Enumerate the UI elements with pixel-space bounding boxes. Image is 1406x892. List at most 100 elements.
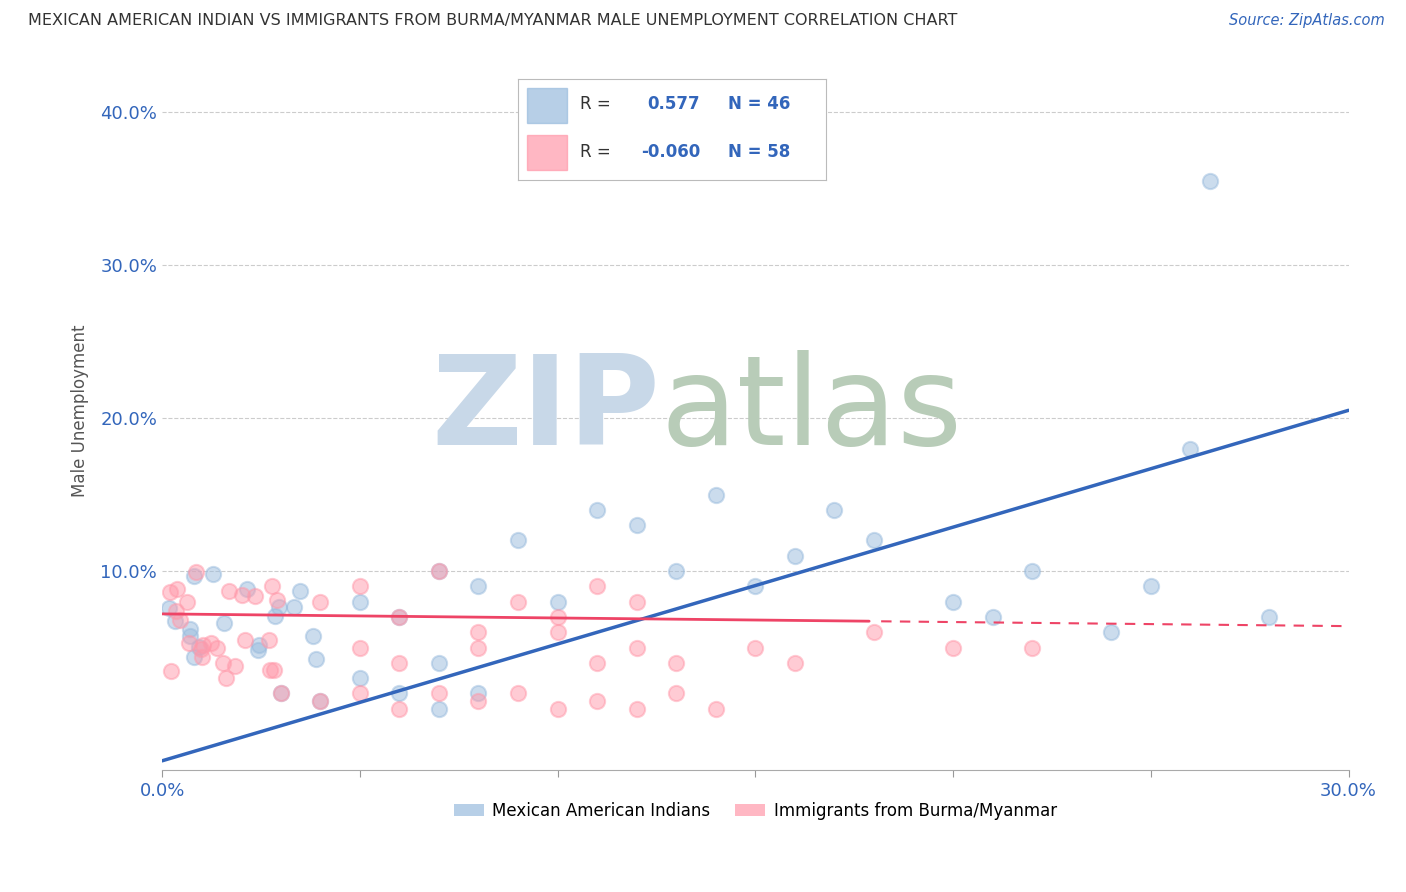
- Point: [169, 613, 191, 627]
- Point: [626, 594, 648, 608]
- Point: [205, 641, 228, 656]
- Point: [212, 616, 235, 631]
- Point: [184, 566, 207, 580]
- Point: [388, 610, 411, 624]
- Legend: Mexican American Indians, Immigrants from Burma/Myanmar: Mexican American Indians, Immigrants fro…: [447, 795, 1063, 826]
- Point: [704, 487, 727, 501]
- Point: [264, 608, 287, 623]
- Text: ZIP: ZIP: [432, 350, 661, 471]
- Text: atlas: atlas: [661, 350, 963, 471]
- Point: [388, 702, 411, 716]
- Point: [506, 533, 529, 548]
- Point: [863, 533, 886, 548]
- Point: [823, 503, 845, 517]
- Point: [665, 564, 688, 578]
- Point: [665, 656, 688, 670]
- Point: [257, 632, 280, 647]
- Point: [215, 671, 238, 685]
- Point: [626, 640, 648, 655]
- Point: [187, 640, 209, 655]
- Point: [233, 632, 256, 647]
- Point: [247, 638, 270, 652]
- Point: [165, 604, 187, 618]
- Point: [704, 702, 727, 716]
- Point: [388, 656, 411, 670]
- Point: [243, 589, 266, 603]
- Point: [163, 614, 186, 628]
- Point: [166, 582, 188, 597]
- Point: [179, 629, 201, 643]
- Point: [177, 636, 200, 650]
- Point: [427, 656, 450, 670]
- Point: [259, 663, 281, 677]
- Point: [179, 622, 201, 636]
- Point: [218, 583, 240, 598]
- Point: [157, 601, 180, 615]
- Point: [270, 686, 292, 700]
- Point: [1021, 640, 1043, 655]
- Point: [586, 579, 609, 593]
- Text: Source: ZipAtlas.com: Source: ZipAtlas.com: [1229, 13, 1385, 29]
- Point: [349, 671, 371, 685]
- Point: [349, 686, 371, 700]
- Point: [467, 694, 489, 708]
- Point: [309, 694, 332, 708]
- Text: MEXICAN AMERICAN INDIAN VS IMMIGRANTS FROM BURMA/MYANMAR MALE UNEMPLOYMENT CORRE: MEXICAN AMERICAN INDIAN VS IMMIGRANTS FR…: [28, 13, 957, 29]
- Point: [160, 665, 183, 679]
- Point: [159, 585, 181, 599]
- Point: [349, 594, 371, 608]
- Point: [942, 594, 965, 608]
- Point: [349, 640, 371, 655]
- Point: [783, 656, 806, 670]
- Point: [427, 702, 450, 716]
- Point: [193, 638, 215, 652]
- Point: [586, 656, 609, 670]
- Point: [427, 564, 450, 578]
- Point: [231, 589, 253, 603]
- Point: [863, 625, 886, 640]
- Point: [744, 640, 766, 655]
- Point: [309, 694, 332, 708]
- Point: [586, 694, 609, 708]
- Point: [201, 567, 224, 582]
- Point: [191, 649, 214, 664]
- Point: [427, 564, 450, 578]
- Point: [211, 656, 233, 670]
- Y-axis label: Male Unemployment: Male Unemployment: [72, 324, 89, 497]
- Point: [349, 579, 371, 593]
- Point: [783, 549, 806, 563]
- Point: [309, 594, 332, 608]
- Point: [626, 518, 648, 533]
- Point: [183, 649, 205, 664]
- Point: [626, 702, 648, 716]
- Point: [236, 582, 259, 596]
- Point: [427, 686, 450, 700]
- Point: [304, 651, 326, 665]
- Point: [288, 583, 311, 598]
- Point: [301, 629, 323, 643]
- Point: [665, 686, 688, 700]
- Point: [388, 610, 411, 624]
- Point: [467, 686, 489, 700]
- Point: [467, 640, 489, 655]
- Point: [270, 686, 292, 700]
- Point: [547, 610, 569, 624]
- Point: [744, 579, 766, 593]
- Point: [506, 686, 529, 700]
- Point: [586, 503, 609, 517]
- Point: [1099, 625, 1122, 640]
- Point: [176, 595, 198, 609]
- Point: [190, 642, 212, 657]
- Point: [200, 636, 222, 650]
- Point: [260, 579, 283, 593]
- Point: [266, 593, 288, 607]
- Point: [506, 594, 529, 608]
- Point: [388, 686, 411, 700]
- Point: [283, 600, 305, 615]
- Point: [1139, 579, 1161, 593]
- Point: [467, 625, 489, 640]
- Point: [547, 594, 569, 608]
- Point: [1180, 442, 1202, 456]
- Point: [267, 599, 290, 614]
- Point: [1258, 610, 1281, 624]
